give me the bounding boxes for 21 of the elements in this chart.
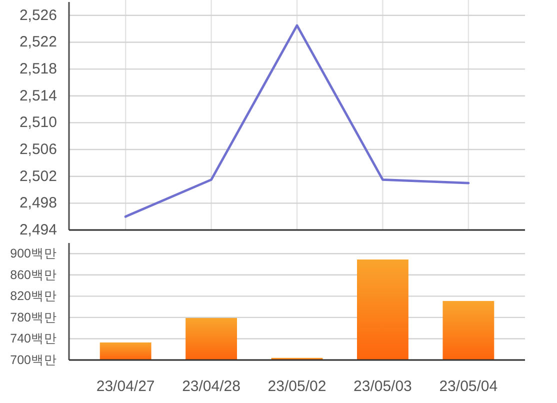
y-tick-label: 2,502 [19, 168, 57, 185]
line-series [124, 24, 470, 218]
y-tick-label: 2,522 [19, 34, 57, 51]
x-tick-label: 23/04/27 [96, 378, 155, 395]
y-tick-label: 900백만 [10, 246, 57, 261]
y-tick-label: 820백만 [10, 289, 57, 304]
y-tick-label: 2,518 [19, 60, 57, 78]
y-tick-label: 780백만 [10, 310, 57, 324]
x-tick-label: 23/05/04 [439, 378, 498, 395]
x-tick-label: 23/05/02 [268, 378, 326, 395]
y-tick-label: 700백만 [10, 353, 57, 367]
y-tick-label: 2,498 [19, 194, 57, 212]
y-tick-label: 2,514 [19, 87, 57, 104]
x-tick-label: 23/04/28 [182, 378, 240, 395]
x-tick-label: 23/05/03 [354, 378, 412, 395]
y-tick-label: 2,510 [19, 114, 57, 132]
y-tick-label: 740백만 [10, 332, 57, 346]
y-tick-label: 2,526 [19, 6, 57, 24]
y-tick-label: 860백만 [10, 268, 57, 282]
y-tick-label: 2,494 [19, 222, 57, 238]
y-tick-label: 2,506 [19, 141, 57, 158]
